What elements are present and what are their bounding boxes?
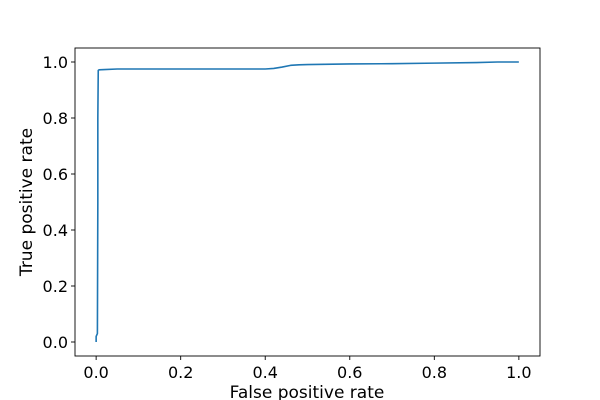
series-line-0 bbox=[95, 61, 519, 342]
series-layer bbox=[95, 61, 519, 342]
y-tick-label: 1.0 bbox=[43, 53, 68, 72]
plot-area bbox=[75, 48, 540, 356]
x-tick-label: 0.4 bbox=[253, 363, 278, 382]
x-tick-label: 0.8 bbox=[422, 363, 447, 382]
x-tick-label: 1.0 bbox=[506, 363, 531, 382]
axes-frame bbox=[74, 47, 541, 357]
y-tick-label: 0.2 bbox=[43, 277, 68, 296]
y-tick-label: 0.0 bbox=[43, 333, 68, 352]
x-tick-label: 0.2 bbox=[168, 363, 193, 382]
y-tick-label: 0.6 bbox=[43, 165, 68, 184]
y-axis-ticks: 0.0 0.2 0.4 0.6 0.8 1.0 bbox=[43, 53, 75, 352]
y-tick-label: 0.8 bbox=[43, 109, 68, 128]
x-axis-ticks: 0.0 0.2 0.4 0.6 0.8 1.0 bbox=[83, 356, 532, 382]
x-tick-label: 0.0 bbox=[83, 363, 108, 382]
x-tick-label: 0.6 bbox=[337, 363, 362, 382]
y-tick-label: 0.4 bbox=[43, 221, 68, 240]
x-axis-label: False positive rate bbox=[230, 383, 385, 400]
axes-layer bbox=[74, 47, 541, 357]
y-axis-label: True positive rate bbox=[17, 128, 37, 277]
